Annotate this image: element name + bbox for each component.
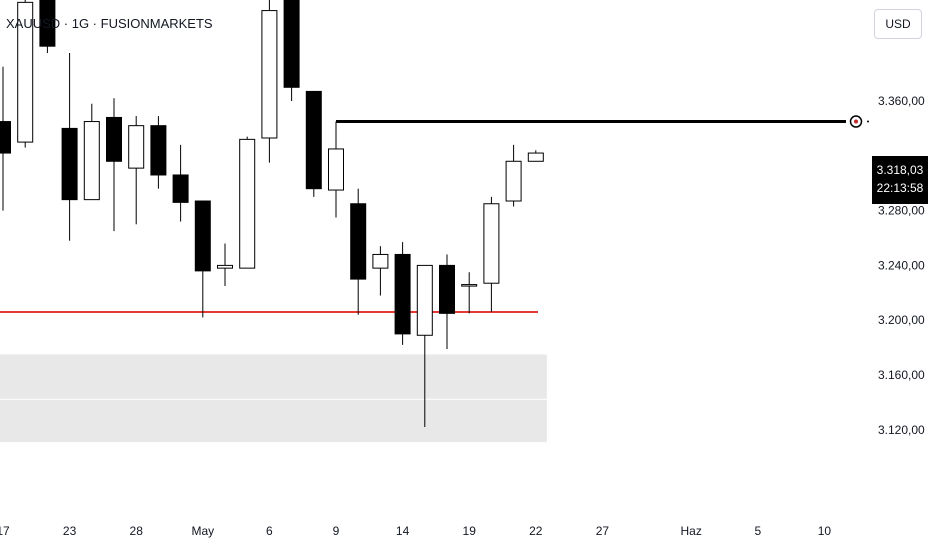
demand-zone [0, 354, 547, 443]
x-axis-label: 17 [0, 524, 10, 538]
candle-body-up [83, 121, 100, 201]
candle-body-down [0, 121, 11, 154]
y-axis-label: 3.360,00 [878, 94, 925, 108]
x-axis-label: 5 [754, 524, 761, 538]
candle-body-down [350, 203, 367, 280]
candle-body-up [17, 1, 34, 143]
line-handle-dot [854, 119, 858, 124]
last-price-value: 3.318,03 [876, 163, 924, 177]
x-axis-label: 27 [596, 524, 610, 538]
x-axis-label: 10 [818, 524, 832, 538]
x-axis-label: 28 [130, 524, 144, 538]
candle-body-down [194, 200, 211, 272]
candle-body-up [483, 203, 500, 284]
candle-body-up [128, 125, 145, 169]
x-axis-label: 22 [529, 524, 543, 538]
candle-body-up [217, 264, 233, 269]
candle-body-up [239, 138, 256, 269]
y-axis-label: 3.200,00 [878, 313, 925, 327]
candle-body-down [305, 90, 322, 190]
candle-body-up [461, 284, 478, 287]
candle-body-down [106, 116, 122, 162]
countdown-timer: 22:13:58 [876, 181, 924, 195]
y-axis-label: 3.120,00 [878, 423, 925, 437]
candle-body-down [150, 125, 167, 176]
x-axis-label: May [191, 524, 214, 538]
candle-body-down [439, 264, 455, 314]
candle-body-down [394, 253, 411, 335]
candle-body-down [172, 174, 189, 203]
x-axis-label: 19 [463, 524, 477, 538]
x-axis-label: 9 [333, 524, 340, 538]
candle-body-down [61, 127, 78, 201]
candle-body-up [328, 148, 344, 191]
x-axis-label: Haz [681, 524, 702, 538]
candle-body-up [527, 152, 544, 162]
candle-body-up [416, 264, 433, 336]
candle-body-up [505, 160, 522, 202]
x-axis-label: 6 [266, 524, 273, 538]
y-axis-label: 3.280,00 [878, 204, 925, 218]
candle-body-up [261, 10, 278, 139]
currency-button[interactable]: USD [874, 9, 922, 39]
candles-group [0, 0, 544, 428]
y-axis-label: 3.160,00 [878, 368, 925, 382]
symbol-title: XAUUSD · 1G · FUSIONMARKETS [6, 16, 213, 31]
line-end-dot [867, 120, 869, 123]
x-axis-label: 23 [63, 524, 77, 538]
candle-body-down [283, 0, 300, 88]
y-axis-label: 3.240,00 [878, 258, 925, 272]
candle-body-down [39, 0, 56, 47]
x-axis-label: 14 [396, 524, 410, 538]
last-price-tag: 3.318,03 22:13:58 [872, 156, 928, 204]
candle-body-up [372, 253, 389, 269]
